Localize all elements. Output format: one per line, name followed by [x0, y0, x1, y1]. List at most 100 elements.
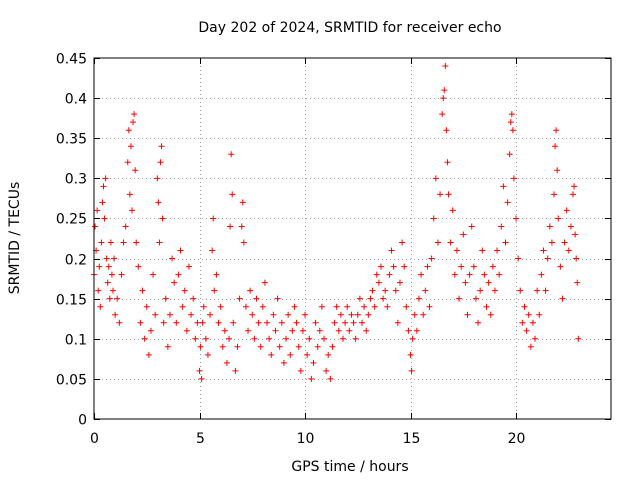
data-point: [238, 223, 245, 230]
data-point: [472, 295, 479, 302]
data-point: [333, 303, 340, 310]
y-tick-label: 0.25: [56, 212, 87, 228]
data-point: [445, 191, 452, 198]
data-point: [316, 327, 323, 334]
data-point: [240, 239, 247, 246]
data-point: [557, 263, 564, 270]
data-point: [510, 175, 517, 182]
data-point: [106, 295, 113, 302]
data-point: [475, 319, 482, 326]
data-point: [126, 191, 133, 198]
data-point: [139, 287, 146, 294]
data-point: [477, 287, 484, 294]
data-point: [278, 319, 285, 326]
data-point: [504, 199, 511, 206]
x-tick-label: 10: [297, 431, 315, 447]
data-point: [272, 327, 279, 334]
data-point: [302, 311, 309, 318]
data-point: [430, 215, 437, 222]
chart-title: Day 202 of 2024, SRMTID for receiver ech…: [198, 20, 501, 36]
data-point: [190, 295, 197, 302]
data-point: [358, 319, 365, 326]
data-point: [413, 327, 420, 334]
data-point: [128, 207, 135, 214]
data-point: [462, 279, 469, 286]
data-point: [192, 335, 199, 342]
data-point: [350, 319, 357, 326]
data-point: [255, 319, 262, 326]
data-point: [109, 287, 116, 294]
data-point: [563, 207, 570, 214]
data-point: [479, 247, 486, 254]
data-point: [166, 311, 173, 318]
data-point: [534, 287, 541, 294]
grid: [94, 58, 611, 419]
data-point: [207, 311, 214, 318]
data-point: [403, 303, 410, 310]
data-point: [337, 311, 344, 318]
data-point: [202, 335, 209, 342]
data-point: [428, 255, 435, 262]
data-point: [171, 279, 178, 286]
data-point: [204, 351, 211, 358]
data-point: [274, 295, 281, 302]
data-point: [299, 327, 306, 334]
data-point: [384, 303, 391, 310]
data-point: [293, 319, 300, 326]
data-point: [198, 375, 205, 382]
data-point: [335, 327, 342, 334]
data-point: [116, 319, 123, 326]
data-point: [304, 351, 311, 358]
y-tick-label: 0: [78, 413, 87, 429]
data-point: [291, 303, 298, 310]
data-point: [285, 311, 292, 318]
data-point: [185, 263, 192, 270]
data-point: [553, 127, 560, 134]
data-point: [131, 111, 138, 118]
data-point: [188, 311, 195, 318]
data-point: [422, 287, 429, 294]
data-point: [229, 191, 236, 198]
data-point: [567, 223, 574, 230]
data-point: [137, 319, 144, 326]
data-point: [152, 311, 159, 318]
data-point: [453, 247, 460, 254]
data-point: [234, 343, 241, 350]
data-point: [513, 215, 520, 222]
data-point: [217, 303, 224, 310]
data-point: [130, 119, 137, 126]
data-point: [249, 311, 256, 318]
data-point: [247, 287, 254, 294]
data-point: [124, 159, 131, 166]
data-point: [199, 319, 206, 326]
data-point: [323, 367, 330, 374]
data-point: [447, 239, 454, 246]
data-point: [155, 199, 162, 206]
data-point: [380, 295, 387, 302]
data-point: [98, 239, 105, 246]
data-point: [548, 239, 555, 246]
x-tick-label: 15: [403, 431, 421, 447]
data-point: [157, 159, 164, 166]
data-point: [527, 343, 534, 350]
data-point: [312, 319, 319, 326]
data-point: [572, 231, 579, 238]
data-point: [257, 343, 264, 350]
data-point: [382, 287, 389, 294]
data-point: [221, 327, 228, 334]
y-tick-label: 0.3: [65, 172, 87, 188]
data-point: [407, 351, 414, 358]
data-point: [396, 279, 403, 286]
data-point: [424, 263, 431, 270]
data-point: [369, 287, 376, 294]
data-point: [437, 191, 444, 198]
data-point: [120, 239, 127, 246]
data-point: [544, 255, 551, 262]
data-point: [420, 311, 427, 318]
y-tick-label: 0.1: [65, 333, 87, 349]
data-point: [489, 263, 496, 270]
data-point: [409, 335, 416, 342]
data-point: [325, 351, 332, 358]
data-point: [264, 319, 271, 326]
data-point: [356, 295, 363, 302]
